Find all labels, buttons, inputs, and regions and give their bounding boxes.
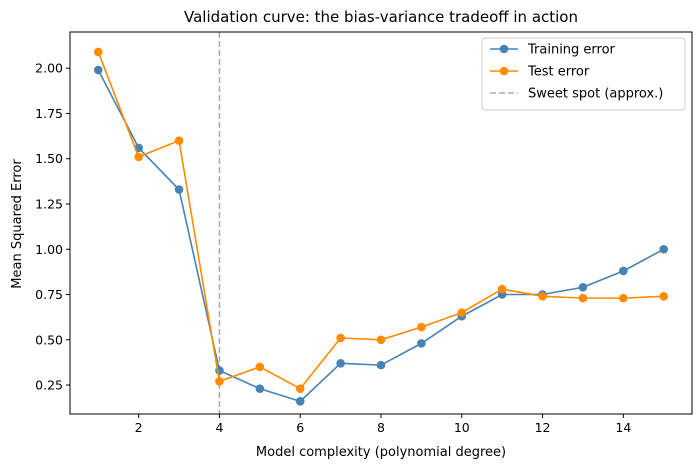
y-axis: 0.25 0.50 0.75 1.00 1.25 1.50 1.75 2.00 (35, 61, 70, 393)
y-tick-label: 2.00 (35, 61, 63, 76)
test-error-point (497, 284, 507, 294)
x-axis: 2 4 6 8 10 12 14 (135, 414, 631, 435)
test-error-point (659, 292, 669, 301)
legend-training-error-label: Training error (527, 43, 616, 58)
test-error-point (619, 293, 628, 303)
test-error-point (336, 333, 345, 343)
test-error-point (174, 136, 184, 145)
legend-box (481, 37, 686, 111)
training-error-point (174, 185, 184, 194)
test-error-point (215, 377, 224, 386)
x-tick-label: 12 (535, 420, 551, 435)
x-tick-label: 14 (615, 420, 631, 435)
test-error-point (255, 362, 265, 372)
training-error-point (295, 397, 305, 406)
x-tick-label: 2 (135, 420, 143, 435)
test-error-point (134, 152, 143, 162)
legend-sweet-spot-label: Sweet spot (approx.) (528, 87, 663, 102)
test-error-point (417, 322, 426, 332)
training-error-point (255, 384, 265, 393)
x-tick-label: 6 (296, 420, 304, 435)
plot-area (69, 31, 693, 415)
y-tick-label: 1.75 (35, 106, 63, 121)
training-error-point (376, 360, 386, 370)
training-error-point (417, 339, 426, 348)
y-tick-label: 0.25 (35, 378, 63, 393)
test-error-point (93, 47, 103, 57)
y-tick-label: 0.75 (35, 287, 63, 302)
training-error-point (659, 244, 669, 254)
training-error-point (619, 266, 628, 276)
x-tick-label: 8 (377, 420, 385, 435)
chart-title: Validation curve: the bias-variance trad… (184, 8, 578, 26)
y-tick-label: 0.50 (35, 332, 63, 347)
legend-test-error-marker (499, 66, 509, 76)
training-error-point (93, 65, 103, 75)
training-error-point (578, 282, 588, 292)
y-tick-label: 1.25 (35, 196, 63, 211)
legend: Training error Test error Sweet spot (appr… (481, 37, 686, 111)
test-error-point (295, 384, 305, 393)
test-error-point (376, 335, 386, 345)
x-tick-label: 4 (215, 420, 223, 435)
legend-test-error-label: Test error (527, 65, 590, 80)
y-axis-label: Mean Squared Error (10, 159, 25, 289)
training-error-point (336, 359, 345, 368)
test-error-point (578, 293, 588, 303)
y-tick-label: 1.00 (35, 242, 63, 257)
legend-training-error-marker (499, 44, 509, 54)
test-error-point (538, 292, 547, 301)
x-tick-label: 10 (454, 420, 470, 435)
training-error-line (97, 69, 665, 403)
x-axis-label: Model complexity (polynomial degree) (256, 445, 506, 460)
test-error-point (457, 308, 467, 317)
y-tick-label: 1.50 (35, 151, 63, 166)
